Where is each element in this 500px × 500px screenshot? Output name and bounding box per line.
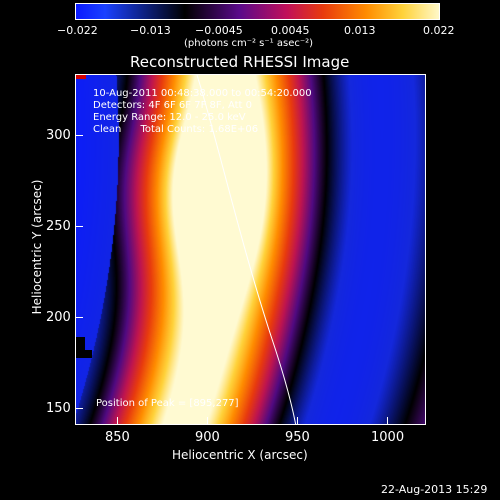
y-tick-mark [75, 408, 83, 409]
y-tick-mark [75, 226, 83, 227]
y-tick-mark [75, 317, 83, 318]
annotation-time-range: 10-Aug-2011 00:48:38.000 to 00:54:20.000 [93, 88, 312, 99]
chart-title: Reconstructed RHESSI Image [130, 53, 350, 71]
overlay-svg [76, 75, 297, 424]
solar-limb-line [196, 75, 297, 424]
colorbar-tick-label: −0.022 [57, 24, 98, 37]
colorbar-tick-label: 0.0045 [271, 24, 310, 37]
masked-pixel-block [76, 350, 92, 358]
x-tick-label: 850 [105, 430, 130, 445]
colorbar-unit-label: (photons cm⁻² s⁻¹ asec⁻²) [184, 38, 314, 49]
colorbar-tick-label: −0.013 [130, 24, 171, 37]
annotation-counts: Clean Total Counts: 1.68E+06 [93, 124, 259, 135]
x-tick-mark [297, 417, 298, 425]
top-left-marker [76, 75, 86, 79]
y-tick-label: 300 [46, 128, 71, 143]
x-tick-label: 950 [285, 430, 310, 445]
y-tick-label: 250 [46, 219, 71, 234]
annotation-detectors: Detectors: 4F 6F 6F 7F 8F, Att 0 [93, 100, 253, 111]
y-tick-mark [75, 135, 83, 136]
annotation-energy-range: Energy Range: 12.0 - 25.0 keV [93, 112, 246, 123]
y-tick-label: 150 [46, 401, 71, 416]
masked-pixel-block [76, 337, 85, 357]
x-axis-label: Heliocentric X (arcsec) [172, 448, 308, 462]
x-tick-label: 1000 [371, 430, 405, 445]
x-tick-mark [117, 417, 118, 425]
colorbar [75, 3, 440, 20]
y-tick-label: 200 [46, 310, 71, 325]
x-tick-mark [387, 417, 388, 425]
plot-area: 10-Aug-2011 00:48:38.000 to 00:54:20.000… [75, 74, 426, 425]
colorbar-tick-label: 0.013 [344, 24, 376, 37]
x-tick-label: 900 [195, 430, 220, 445]
y-axis-label: Heliocentric Y (arcsec) [30, 179, 44, 315]
colorbar-tick-label: 0.022 [423, 24, 455, 37]
peak-position-label: Position of Peak = [895,277] [96, 398, 239, 409]
colorbar-tick-label: −0.0045 [195, 24, 243, 37]
heatmap-image [76, 75, 425, 424]
timestamp: 22-Aug-2013 15:29 [381, 483, 488, 496]
x-tick-mark [207, 417, 208, 425]
